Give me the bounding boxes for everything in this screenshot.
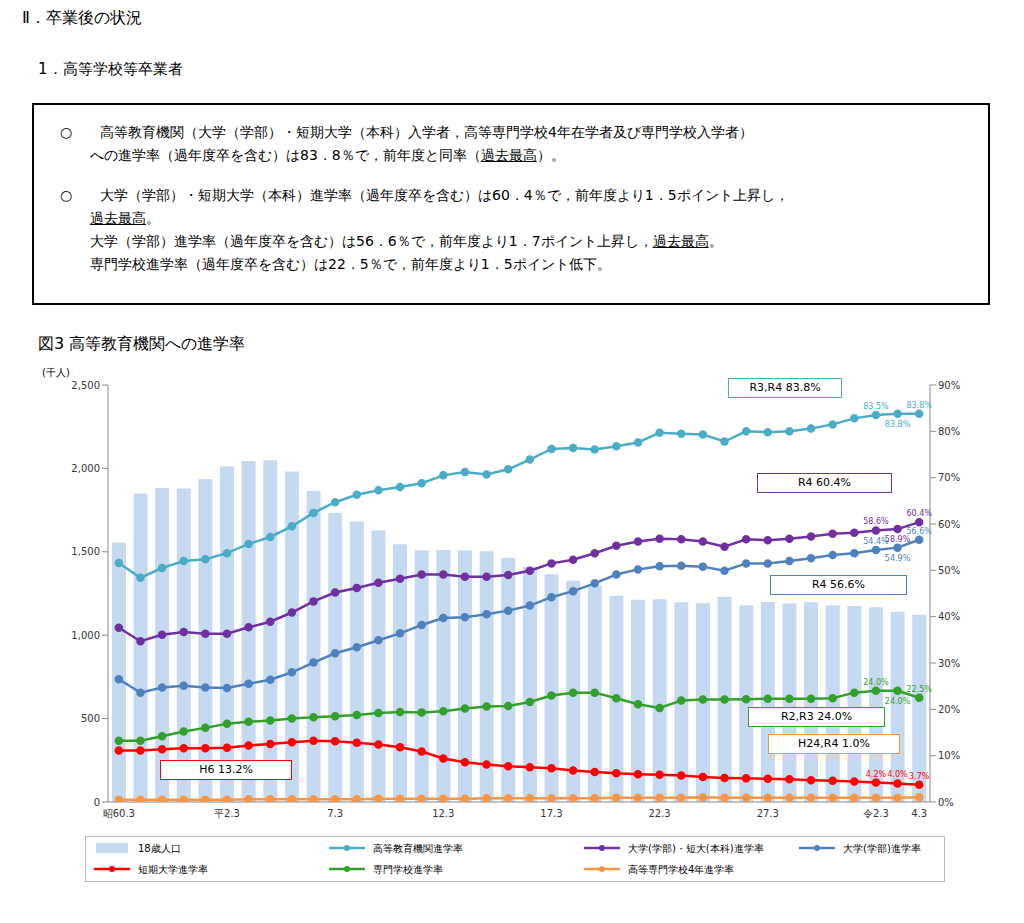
svg-text:70%: 70%: [938, 472, 960, 483]
svg-text:昭60.3: 昭60.3: [103, 808, 135, 819]
svg-text:平2.3: 平2.3: [214, 808, 240, 819]
svg-text:0: 0: [94, 797, 100, 808]
svg-text:60%: 60%: [938, 519, 960, 530]
svg-text:3.7%: 3.7%: [909, 772, 930, 781]
svg-text:20%: 20%: [938, 704, 960, 715]
svg-text:83.5%: 83.5%: [863, 402, 889, 411]
html-text:への進学率（過年度卒を含む）は83．8％で，前年度と同率（過: への進学率（過年度卒を含む）は83．8％で，前年度と同率（過去最高）。: [90, 147, 565, 163]
svg-text:60.4%: 60.4%: [906, 509, 932, 518]
svg-text:500: 500: [81, 713, 100, 724]
svg-text:令2.3: 令2.3: [863, 808, 889, 819]
svg-text:24.0%: 24.0%: [863, 678, 889, 687]
html-text:(千人): (千人): [42, 367, 70, 378]
svg-text:80%: 80%: [938, 426, 960, 437]
html-text:図3 高等教育機関への進学率: 図3 高等教育機関への進学率: [38, 334, 246, 353]
svg-text:2,000: 2,000: [71, 463, 100, 474]
svg-text:22.3: 22.3: [648, 808, 670, 819]
svg-text:56.6%: 56.6%: [906, 527, 932, 536]
svg-text:0%: 0%: [938, 797, 954, 808]
html-text:過去最高。: 過去最高。: [90, 210, 160, 226]
html-text:18歳人口: 18歳人口: [138, 843, 181, 854]
html-text:H24,R4 1.0%: H24,R4 1.0%: [798, 737, 870, 750]
html-text:R4 60.4%: R4 60.4%: [798, 476, 851, 489]
html-text:R2,R3 24.0%: R2,R3 24.0%: [780, 710, 853, 723]
html-text:Ⅱ．卒業後の状況: Ⅱ．卒業後の状況: [22, 8, 142, 27]
html-text:高等専門学校4年進学率: 高等専門学校4年進学率: [628, 864, 735, 875]
html-text:短期大学進学率: 短期大学進学率: [138, 864, 208, 875]
svg-text:54.9%: 54.9%: [885, 554, 911, 563]
html-text:R3,R4 83.8%: R3,R4 83.8%: [749, 381, 821, 394]
svg-text:4.3: 4.3: [911, 808, 927, 819]
svg-text:90%: 90%: [938, 380, 960, 391]
svg-text:24.0%: 24.0%: [885, 697, 911, 706]
svg-text:83.8%: 83.8%: [906, 401, 932, 410]
svg-text:83.8%: 83.8%: [885, 420, 911, 429]
html-text:大学（学部）進学率（過年度卒を含む）は56．6％で，前年度よ: 大学（学部）進学率（過年度卒を含む）は56．6％で，前年度より1．7ポイント上昇…: [90, 233, 723, 249]
html-text:高等教育機関進学率: 高等教育機関進学率: [373, 843, 463, 854]
svg-text:58.9%: 58.9%: [885, 535, 911, 544]
html-text:R4 56.6%: R4 56.6%: [812, 578, 865, 591]
svg-text:10%: 10%: [938, 750, 960, 761]
html-text:大学(学部)・短大(本科)進学率: 大学(学部)・短大(本科)進学率: [628, 843, 764, 854]
svg-text:17.3: 17.3: [540, 808, 562, 819]
svg-text:7.3: 7.3: [327, 808, 343, 819]
svg-text:12.3: 12.3: [432, 808, 454, 819]
svg-text:58.6%: 58.6%: [863, 517, 889, 526]
svg-text:54.4%: 54.4%: [863, 537, 889, 546]
html-text:専門学校進学率: 専門学校進学率: [373, 864, 443, 875]
html-text:大学(学部)進学率: 大学(学部)進学率: [843, 843, 921, 854]
svg-text:2,500: 2,500: [71, 380, 100, 391]
svg-text:27.3: 27.3: [757, 808, 779, 819]
html-text:高等教育機関（大学（学部）・短期大学（本科）入学者，高等専門: 高等教育機関（大学（学部）・短期大学（本科）入学者，高等専門学校4年在学者及び専…: [100, 124, 753, 140]
html-text:専門学校進学率（過年度卒を含む）は22．5％で，前年度より1: 専門学校進学率（過年度卒を含む）は22．5％で，前年度より1．5ポイント低下。: [90, 256, 611, 272]
svg-text:1,000: 1,000: [71, 630, 100, 641]
svg-text:50%: 50%: [938, 565, 960, 576]
html-text:大学（学部）・短期大学（本科）進学率（過年度卒を含む）は60: 大学（学部）・短期大学（本科）進学率（過年度卒を含む）は60．4％で，前年度より…: [100, 187, 789, 203]
svg-text:22.5%: 22.5%: [906, 685, 932, 694]
svg-text:40%: 40%: [938, 611, 960, 622]
html-text:1．高等学校等卒業者: 1．高等学校等卒業者: [38, 60, 183, 78]
svg-text:4.0%: 4.0%: [887, 770, 908, 779]
svg-text:1,500: 1,500: [71, 546, 100, 557]
svg-text:30%: 30%: [938, 658, 960, 669]
svg-text:4.2%: 4.2%: [866, 770, 887, 779]
html-text:H6 13.2%: H6 13.2%: [199, 763, 253, 776]
